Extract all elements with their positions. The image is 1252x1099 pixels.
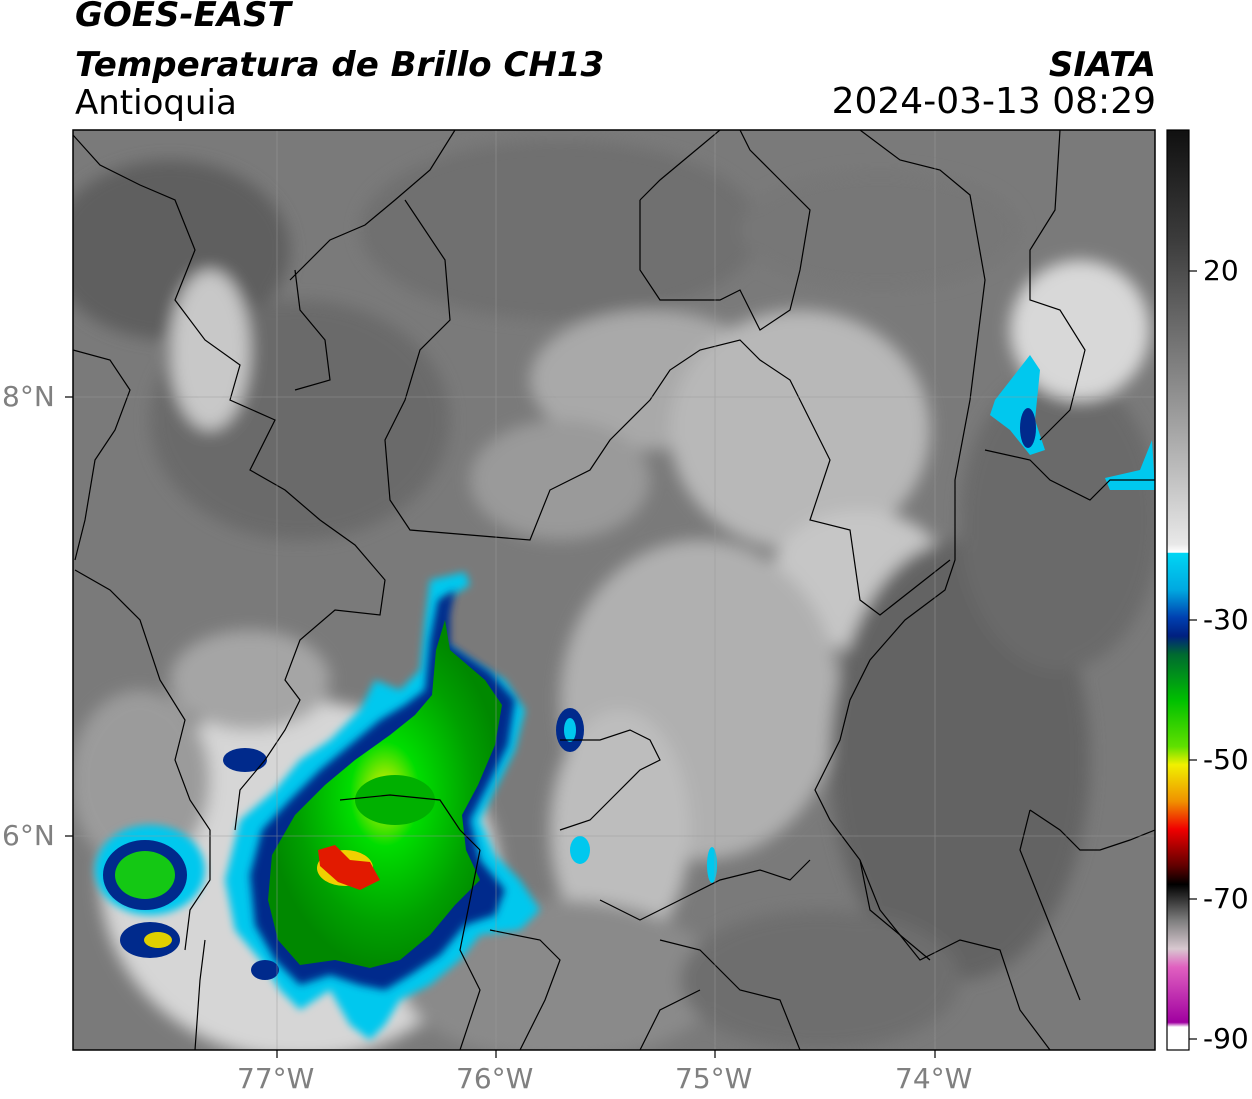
colorbar-tick-minus90: -90: [1203, 1022, 1249, 1055]
lon-tick-75w: 75°W: [675, 1062, 753, 1095]
colorbar: [1166, 129, 1197, 1051]
axis-ticks: [65, 396, 936, 1058]
lon-tick-77w: 77°W: [237, 1062, 315, 1095]
lon-tick-76w: 76°W: [456, 1062, 534, 1095]
satellite-title: GOES-EAST: [75, 0, 291, 35]
organization-label: SIATA: [1048, 45, 1156, 85]
region-label: Antioquia: [75, 83, 237, 123]
convective-cloud: [95, 355, 1155, 1040]
gridlines: [73, 130, 1155, 1050]
lon-tick-74w: 74°W: [895, 1062, 973, 1095]
product-title: Temperatura de Brillo CH13: [75, 45, 605, 85]
boundaries: [73, 130, 1155, 1050]
colorbar-tick-minus50: -50: [1203, 743, 1249, 776]
lat-tick-8n: 8°N: [2, 380, 55, 413]
lat-tick-6n: 6°N: [2, 819, 55, 852]
colorbar-tick-minus30: -30: [1203, 603, 1249, 636]
colorbar-tick-minus70: -70: [1203, 882, 1249, 915]
map-frame: [72, 129, 1156, 1051]
colorbar-tick-20: 20: [1203, 254, 1239, 287]
timestamp-label: 2024-03-13 08:29: [831, 81, 1156, 122]
